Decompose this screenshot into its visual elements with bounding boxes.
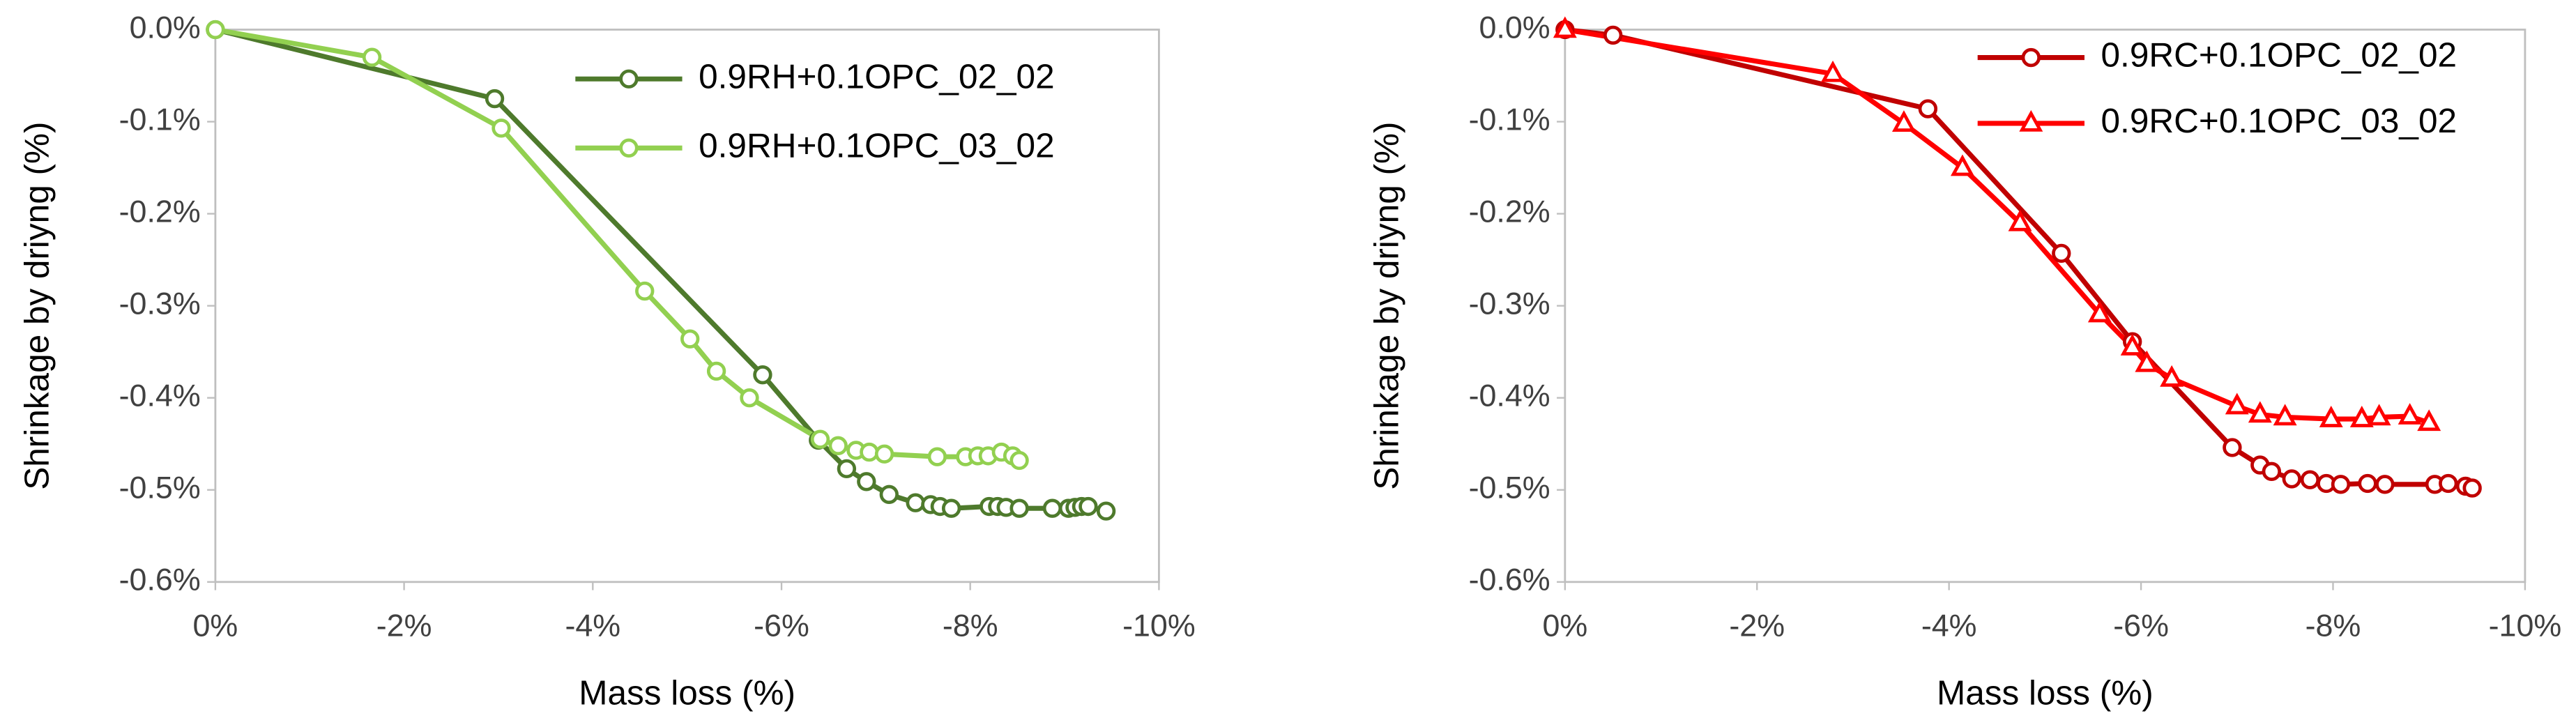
marker <box>2273 404 2297 426</box>
marker <box>2225 392 2249 415</box>
y-tick-label: -0.2% <box>119 194 201 229</box>
marker <box>2349 406 2374 427</box>
chart: 0% -2% -4% -6% -8% -10% 0.0% -0.1% -0.2% -0.3% -0.… <box>1368 10 2562 712</box>
series-line <box>1564 27 2430 425</box>
legend-label: 0.9RC+0.1OPC_03_02 <box>2101 102 2457 140</box>
y-tick-label: -0.1% <box>119 102 201 137</box>
marker <box>1553 16 1577 38</box>
legend-label: 0.9RH+0.1OPC_02_02 <box>699 57 1054 96</box>
marker <box>2052 243 2071 264</box>
x-tick-label: -2% <box>376 609 432 643</box>
y-tick-label: -0.4% <box>1469 379 1550 413</box>
y-tick-label: -0.6% <box>1469 563 1550 597</box>
y-tick-label: -0.5% <box>119 471 201 505</box>
marker <box>362 47 382 67</box>
legend-marker <box>2019 109 2043 132</box>
marker <box>941 498 961 518</box>
marker <box>2439 473 2458 494</box>
marker <box>2282 469 2301 489</box>
x-tick-label: 0% <box>193 609 238 643</box>
legend-marker <box>619 138 639 158</box>
marker <box>2319 406 2343 427</box>
y-tick-label: 0.0% <box>130 10 201 45</box>
chart: 0% -2% -4% -6% -8% -10% 0.0% -0.1% -0.2% -0.3% -0.… <box>18 10 1196 712</box>
marker <box>1891 110 1916 132</box>
marker <box>2300 470 2320 489</box>
marker <box>491 119 511 138</box>
marker <box>2223 438 2242 457</box>
x-tick-label: -4% <box>565 609 620 643</box>
x-tick-label: -8% <box>943 609 998 643</box>
marker <box>2331 475 2351 494</box>
x-tick-label: -4% <box>1921 609 1977 643</box>
marker <box>927 447 947 466</box>
marker <box>1918 99 1938 119</box>
x-tick-label: -10% <box>1122 609 1196 643</box>
marker <box>680 329 700 349</box>
marker <box>2120 334 2144 356</box>
y-tick-label: -0.6% <box>119 563 201 597</box>
y-tick-label: -0.4% <box>119 379 201 413</box>
x-axis-label: Mass loss (%) <box>1937 674 2154 712</box>
x-tick-label: 0% <box>1542 609 1587 643</box>
x-tick-label: -6% <box>754 609 809 643</box>
x-tick-label: -10% <box>2489 609 2562 643</box>
marker <box>2087 300 2112 323</box>
marker <box>857 472 876 491</box>
y-tick-label: 0.0% <box>1479 10 1550 45</box>
marker <box>1096 501 1116 521</box>
marker <box>1950 154 1974 176</box>
legend-label: 0.9RC+0.1OPC_02_02 <box>2101 36 2457 75</box>
x-tick-label: -8% <box>2306 609 2361 643</box>
marker <box>860 442 879 462</box>
legend-marker <box>2021 47 2041 68</box>
y-tick-label: -0.1% <box>1469 102 1550 137</box>
marker <box>635 281 655 301</box>
marker <box>879 484 899 505</box>
marker <box>485 89 505 109</box>
marker <box>706 361 726 381</box>
marker <box>1009 450 1029 471</box>
legend-marker <box>619 69 639 89</box>
legend-label: 0.9RH+0.1OPC_03_02 <box>699 126 1054 165</box>
marker <box>837 459 857 479</box>
marker <box>2417 409 2441 432</box>
y-tick-label: -0.3% <box>119 286 201 321</box>
marker <box>2375 475 2395 494</box>
x-tick-label: -2% <box>1729 609 1785 643</box>
y-tick-label: -0.2% <box>1469 194 1550 229</box>
marker <box>2462 478 2482 498</box>
marker <box>740 388 759 408</box>
marker <box>2160 365 2184 387</box>
marker <box>2367 404 2391 426</box>
y-axis-label: Shrinkage by driyng (%) <box>18 122 56 490</box>
marker <box>810 429 830 449</box>
marker <box>2008 209 2032 231</box>
marker <box>2358 473 2377 494</box>
series-line <box>215 27 1107 514</box>
marker <box>1042 498 1062 518</box>
marker <box>1009 498 1029 518</box>
marker <box>2262 461 2282 482</box>
marker <box>2398 403 2422 425</box>
x-axis-label: Mass loss (%) <box>579 674 795 712</box>
x-tick-label: -6% <box>2113 609 2169 643</box>
marker <box>2248 401 2272 423</box>
y-tick-label: -0.3% <box>1469 286 1550 321</box>
marker <box>874 444 894 464</box>
marker <box>206 20 225 40</box>
marker <box>828 436 848 456</box>
y-axis-label: Shrinkage by driyng (%) <box>1368 122 1406 490</box>
marker <box>1079 496 1098 517</box>
marker <box>1603 25 1623 45</box>
marker <box>1821 60 1845 82</box>
marker <box>753 365 772 385</box>
marker <box>2135 350 2159 372</box>
y-tick-label: -0.5% <box>1469 471 1550 505</box>
marker <box>906 493 925 512</box>
